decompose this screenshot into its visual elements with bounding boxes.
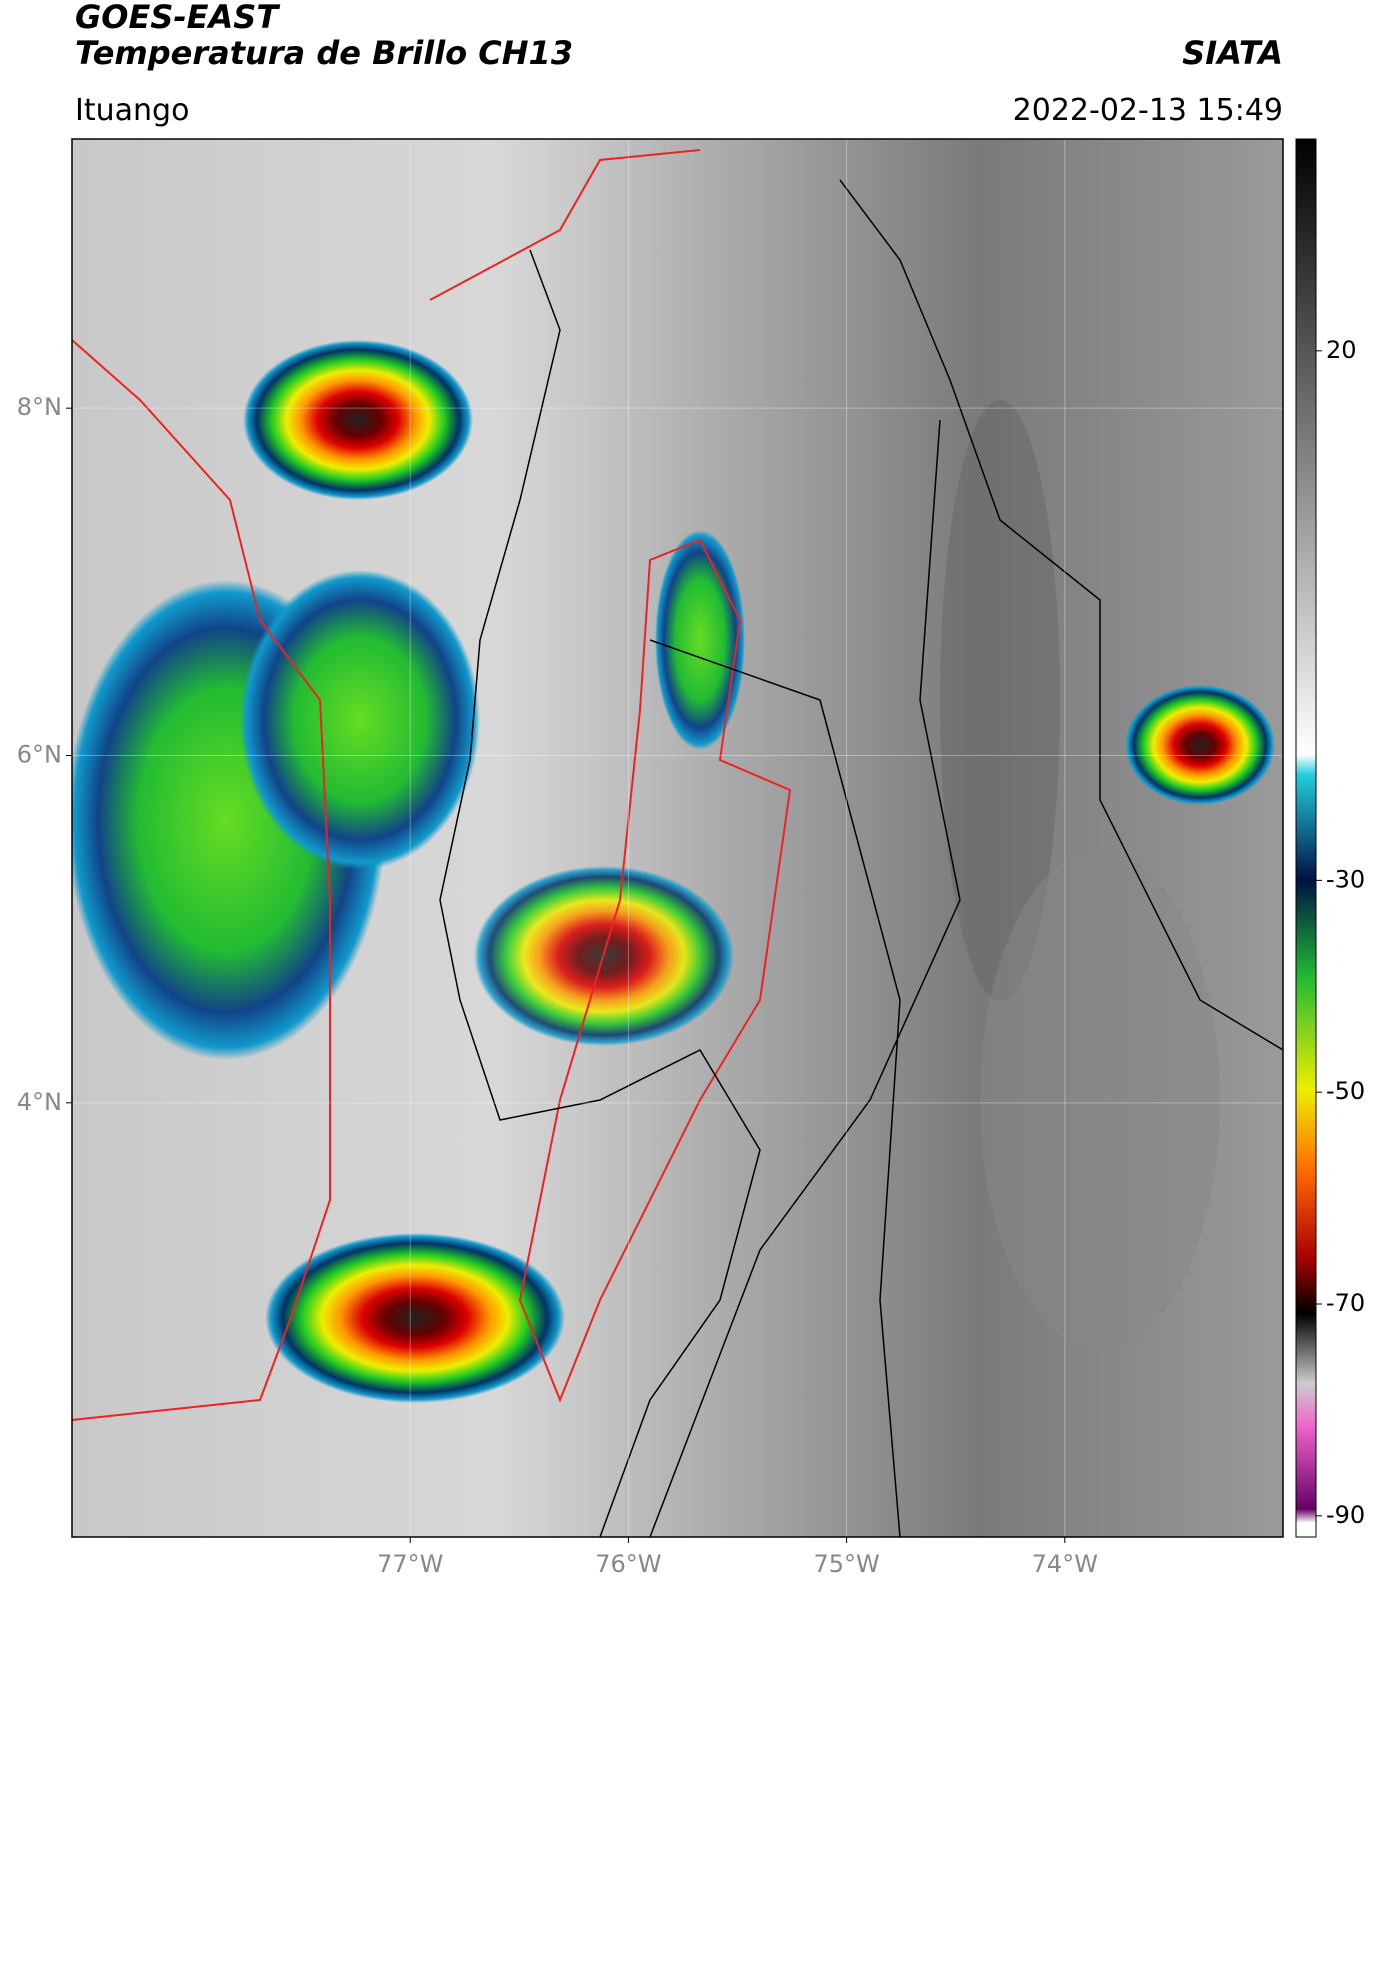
colorbar-tick-label: -70 <box>1326 1289 1365 1317</box>
map-image <box>72 139 1283 1537</box>
map-frame <box>71 138 1284 1538</box>
colorbar <box>1295 138 1317 1538</box>
coastline <box>72 339 331 1421</box>
cloud <box>940 400 1060 1000</box>
colorbar-tick-label: -30 <box>1326 865 1365 893</box>
y-tick-label: 6°N <box>17 741 62 769</box>
x-tick-label: 76°W <box>595 1550 661 1578</box>
cloud <box>655 530 745 750</box>
x-tick-label: 77°W <box>377 1550 443 1578</box>
colorbar-tick-label: -90 <box>1326 1501 1365 1529</box>
cloud <box>240 570 480 870</box>
colorbar-tick-label: -50 <box>1326 1077 1365 1105</box>
location: Ituango <box>75 93 189 128</box>
brand: SIATA <box>1182 34 1283 72</box>
boundary <box>429 149 792 1403</box>
cloud <box>980 850 1220 1350</box>
boundary <box>439 179 1283 1537</box>
storm <box>243 340 473 500</box>
y-tick-label: 8°N <box>17 393 62 421</box>
title: GOES-EAST <box>75 0 280 36</box>
storm <box>265 1233 565 1403</box>
colorbar-tick-label: 20 <box>1326 336 1357 364</box>
x-tick-label: 74°W <box>1032 1550 1098 1578</box>
timestamp: 2022-02-13 15:49 <box>1013 93 1283 128</box>
grid <box>72 139 1283 1537</box>
storm <box>1125 685 1275 805</box>
x-tick-label: 75°W <box>813 1550 879 1578</box>
subtitle: Temperatura de Brillo CH13 <box>75 34 573 72</box>
y-tick-label: 4°N <box>17 1088 62 1116</box>
